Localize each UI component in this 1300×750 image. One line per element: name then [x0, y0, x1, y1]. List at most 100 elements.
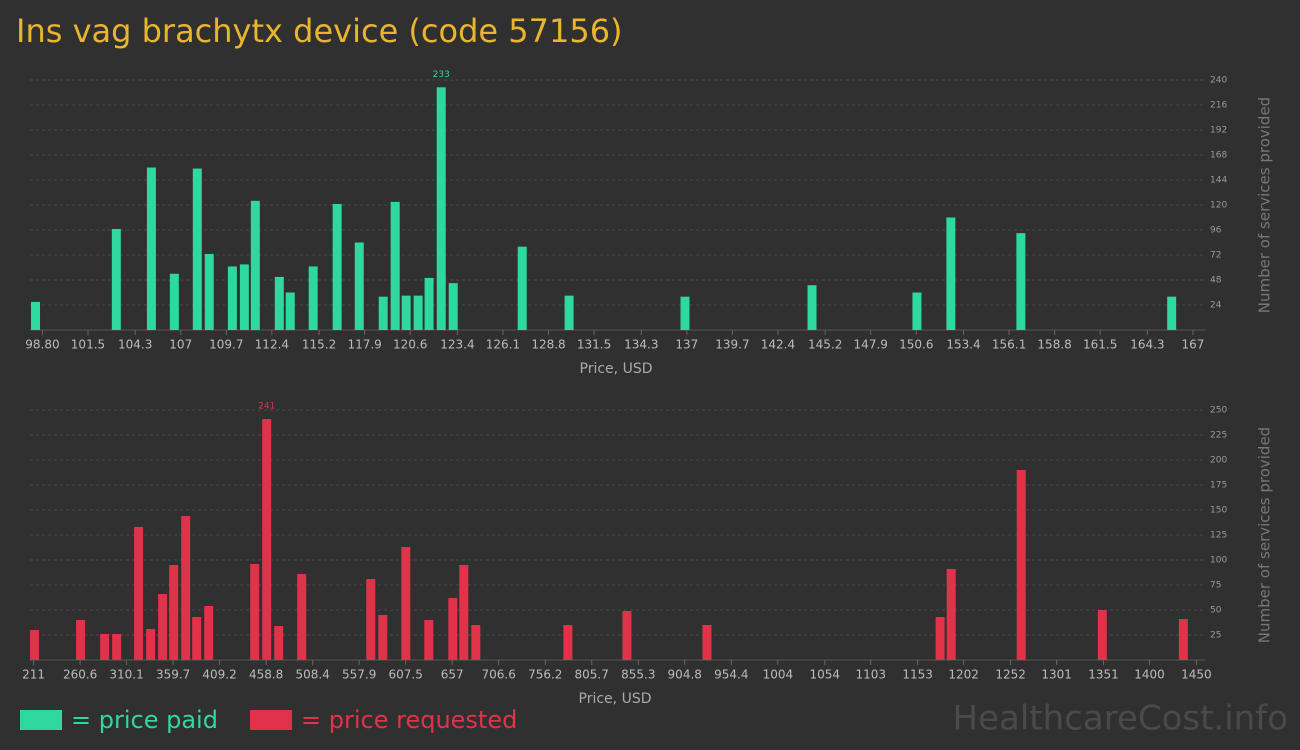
- y-tick-label: 192: [1210, 126, 1227, 136]
- x-tick-label: 1004: [763, 668, 794, 682]
- x-tick-label: 359.7: [156, 668, 190, 682]
- x-tick-label: 855.3: [621, 668, 655, 682]
- x-tick-label: 112.4: [255, 338, 289, 352]
- bar: [378, 296, 388, 330]
- x-tick-label: 161.5: [1083, 338, 1117, 352]
- y-tick-label: 75: [1210, 581, 1221, 591]
- bar: [366, 579, 376, 660]
- x-tick-label: 1400: [1134, 668, 1165, 682]
- x-tick-label: 409.2: [202, 668, 236, 682]
- y-tick-label: 24: [1210, 301, 1222, 311]
- legend-label: = price paid: [71, 706, 218, 734]
- y-tick-label: 150: [1210, 506, 1227, 516]
- bar: [308, 266, 318, 330]
- x-tick-label: 126.1: [486, 338, 520, 352]
- y-tick-label: 200: [1210, 456, 1227, 466]
- bar: [332, 203, 342, 330]
- bar: [378, 615, 388, 660]
- x-tick-label: 104.3: [118, 338, 152, 352]
- x-tick-label: 1252: [995, 668, 1026, 682]
- y-tick-label: 240: [1210, 76, 1227, 86]
- bar: [807, 285, 817, 330]
- bar: [146, 629, 156, 660]
- x-tick-label: 1054: [809, 668, 840, 682]
- y-tick-label: 250: [1210, 406, 1227, 416]
- x-axis-label: Price, USD: [580, 361, 653, 377]
- chart-title: Ins vag brachytx device (code 57156): [16, 12, 623, 50]
- bar: [181, 516, 191, 660]
- x-tick-label: 657: [441, 668, 464, 682]
- watermark: HealthcareCost.info: [953, 699, 1288, 739]
- y-tick-label: 225: [1210, 431, 1227, 441]
- bar: [111, 228, 121, 330]
- bar: [1097, 610, 1107, 660]
- x-tick-label: 123.4: [440, 338, 474, 352]
- bar: [158, 594, 168, 660]
- bar: [1178, 619, 1188, 660]
- x-tick-label: 164.3: [1130, 338, 1164, 352]
- x-tick-label: 211: [22, 668, 45, 682]
- x-tick-label: 805.7: [575, 668, 609, 682]
- bar: [702, 625, 712, 660]
- bar: [448, 283, 458, 330]
- y-tick-label: 216: [1210, 101, 1227, 111]
- x-tick-label: 101.5: [71, 338, 105, 352]
- legend-swatch: [20, 710, 62, 730]
- bar: [239, 264, 249, 330]
- bar: [424, 277, 434, 330]
- bar: [401, 295, 411, 330]
- x-tick-label: 158.8: [1037, 338, 1071, 352]
- y-axis-label: Number of services provided: [1256, 97, 1274, 313]
- x-tick-label: 1153: [902, 668, 933, 682]
- x-tick-label: 260.6: [63, 668, 97, 682]
- bar: [192, 168, 202, 330]
- bar: [622, 611, 632, 660]
- y-tick-label: 144: [1210, 176, 1227, 186]
- x-tick-label: 134.3: [624, 338, 658, 352]
- bar: [76, 620, 86, 660]
- x-tick-label: 131.5: [577, 338, 611, 352]
- bar: [274, 626, 284, 660]
- bar: [100, 634, 110, 660]
- data-label: 233: [433, 70, 450, 80]
- bar: [31, 301, 41, 330]
- x-tick-label: 153.4: [946, 338, 980, 352]
- bar: [297, 574, 307, 660]
- x-tick-label: 150.6: [899, 338, 933, 352]
- bar: [204, 253, 214, 330]
- x-tick-label: 139.7: [715, 338, 749, 352]
- x-tick-label: 1202: [948, 668, 979, 682]
- bar: [1167, 296, 1177, 330]
- x-tick-label: 1103: [855, 668, 886, 682]
- x-tick-label: 120.6: [393, 338, 427, 352]
- x-tick-label: 310.1: [109, 668, 143, 682]
- bar: [390, 201, 400, 330]
- y-tick-label: 48: [1210, 276, 1222, 286]
- x-tick-label: 145.2: [808, 338, 842, 352]
- bar: [424, 620, 434, 660]
- y-tick-label: 96: [1210, 226, 1222, 236]
- y-tick-label: 175: [1210, 481, 1227, 491]
- x-tick-label: 508.4: [296, 668, 330, 682]
- legend-label: = price requested: [301, 706, 517, 734]
- y-tick-label: 168: [1210, 151, 1227, 161]
- bar: [564, 295, 574, 330]
- bar: [354, 242, 364, 330]
- bar: [563, 625, 573, 660]
- bar: [204, 606, 214, 660]
- x-tick-label: 954.4: [714, 668, 748, 682]
- bar: [946, 217, 956, 330]
- y-tick-label: 25: [1210, 631, 1221, 641]
- x-tick-label: 756.2: [528, 668, 562, 682]
- x-tick-label: 147.9: [854, 338, 888, 352]
- bar: [274, 276, 284, 330]
- x-axis-label: Price, USD: [579, 691, 652, 707]
- bar: [471, 625, 481, 660]
- x-tick-label: 1450: [1181, 668, 1212, 682]
- bar: [436, 87, 446, 331]
- y-axis-label: Number of services provided: [1256, 427, 1274, 643]
- bar: [134, 527, 144, 660]
- x-tick-label: 109.7: [209, 338, 243, 352]
